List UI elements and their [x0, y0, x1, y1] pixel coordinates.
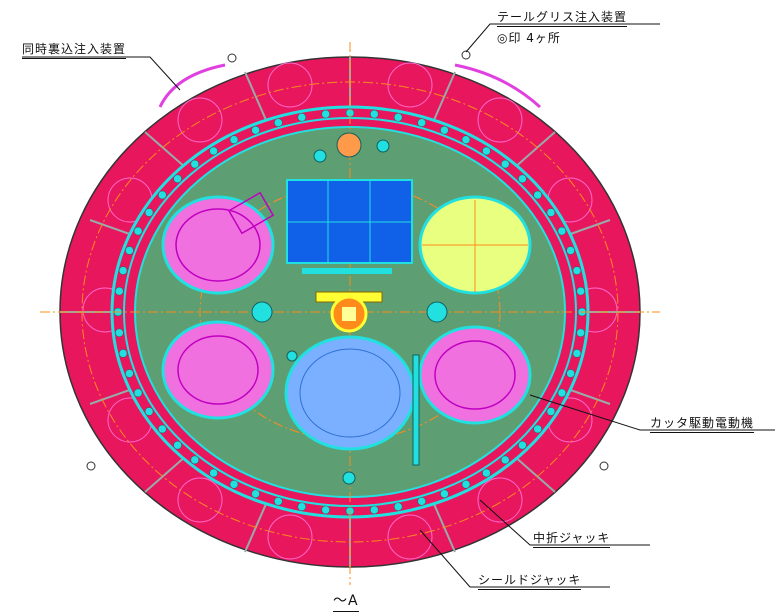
bolt — [557, 226, 567, 236]
bolt — [297, 113, 307, 122]
tail-grease-note: ◎印 4ヶ所 — [497, 31, 561, 45]
bolt — [274, 497, 283, 506]
bolt — [190, 159, 200, 169]
bolt — [125, 246, 134, 255]
magenta-hatch-upper-left — [161, 191, 275, 295]
bolt — [144, 208, 154, 217]
bolt — [572, 266, 582, 275]
bolt — [461, 480, 471, 489]
bolt — [274, 118, 283, 127]
small-ports — [251, 132, 448, 485]
bolt — [209, 146, 218, 156]
bolt — [118, 266, 128, 275]
shield-jack-circles — [82, 62, 618, 560]
bolt — [546, 208, 556, 217]
articulation-jack-label: 中折ジャッキ — [533, 529, 611, 548]
man-lock-door — [286, 179, 413, 274]
tail-grease-label: テールグリス注入装置 — [497, 8, 628, 27]
bolt — [297, 502, 307, 511]
bolt — [417, 118, 426, 127]
bolt — [518, 174, 527, 184]
bolt — [229, 135, 239, 144]
bolt — [133, 388, 143, 398]
bolt — [229, 480, 239, 489]
bolt — [251, 125, 260, 135]
bolt — [173, 174, 182, 184]
simultaneous-backfill-label: 同時裏込注入装置 — [22, 40, 127, 59]
yellow-hatch-upper-right — [418, 195, 532, 295]
bolt — [158, 190, 167, 200]
bolt — [557, 388, 567, 398]
bolt — [158, 424, 167, 434]
bolt — [500, 159, 510, 169]
shield-jack-label: シールドジャッキ — [478, 571, 582, 590]
bolt — [370, 109, 379, 119]
bolt — [393, 113, 403, 122]
bolt — [190, 455, 200, 465]
bolt — [576, 286, 585, 296]
bolt — [125, 369, 134, 378]
bolt — [566, 246, 575, 255]
leader-lines — [22, 23, 775, 588]
bolt — [118, 349, 128, 358]
bolt — [440, 489, 449, 499]
bolt — [144, 407, 154, 416]
bolt — [251, 489, 260, 499]
bolt — [440, 125, 449, 135]
bolt — [518, 440, 527, 450]
bolt — [321, 109, 330, 119]
bolt — [115, 328, 124, 338]
bolt — [461, 135, 471, 144]
bolt — [482, 146, 491, 156]
grease-points — [86, 50, 609, 471]
grease-injection-hoods — [158, 63, 542, 109]
blue-hatch-bottom — [284, 335, 416, 451]
bolt — [566, 369, 575, 378]
bolt — [572, 349, 582, 358]
bolt — [370, 505, 379, 515]
bolt — [500, 455, 510, 465]
bolt — [115, 286, 124, 296]
view-label: ～A — [333, 590, 359, 612]
bolt — [533, 424, 542, 434]
bolt — [482, 468, 491, 478]
bolt — [173, 440, 182, 450]
rotary-joint — [315, 291, 383, 333]
bolt — [417, 497, 426, 506]
bolt — [393, 502, 403, 511]
bolt — [133, 226, 143, 236]
bolt — [546, 407, 556, 416]
bolt — [533, 190, 542, 200]
magenta-hatch-lower-right — [418, 325, 532, 425]
bolt — [209, 468, 218, 478]
bolt — [321, 505, 330, 515]
magenta-hatch-lower-left — [161, 320, 275, 420]
bolt-circle — [113, 108, 587, 516]
cutter-motor-label: カッタ駆動電動機 — [650, 414, 755, 433]
bolt — [576, 328, 585, 338]
